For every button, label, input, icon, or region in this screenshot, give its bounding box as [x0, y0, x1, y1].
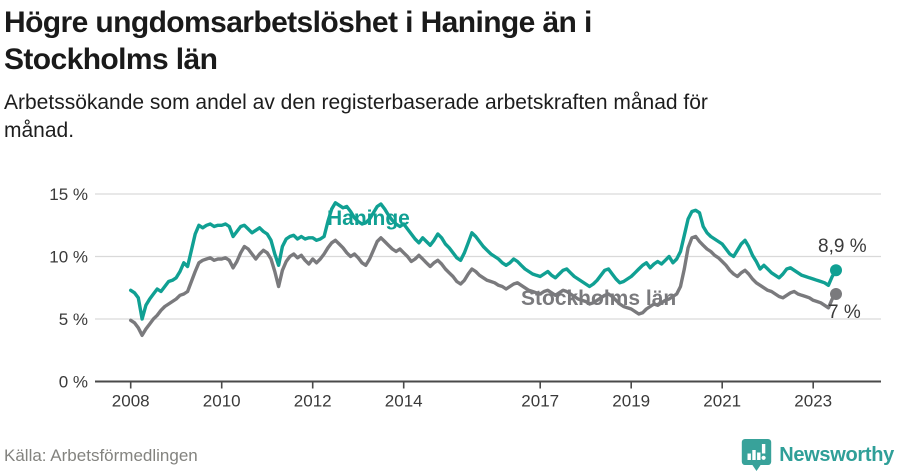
series-label-stockholms-lan: Stockholms län [521, 287, 677, 310]
series-lines [128, 201, 842, 337]
x-tick-label-2014: 2014 [385, 392, 423, 411]
y-tick-label-5: 5 % [59, 310, 88, 329]
title-line-1: Högre ungdomsarbetslöshet i Haninge än i [4, 6, 592, 39]
x-tick-label-2012: 2012 [294, 392, 332, 411]
x-tick-label-2010: 2010 [203, 392, 241, 411]
newsworthy-logo: Newsworthy [741, 438, 894, 473]
series-end-dot-haninge [830, 264, 842, 277]
series-end-dot-stockholms-lan [830, 288, 842, 300]
newsworthy-bubble-chart-icon [741, 439, 772, 471]
gridlines [95, 193, 881, 320]
x-tick-label-2021: 2021 [703, 392, 741, 411]
x-axis: 2008 2010 2012 2014 2017 2019 2021 2023 [95, 380, 881, 411]
y-tick-label-10: 10 % [49, 248, 88, 267]
series-label-haninge: Haninge [327, 207, 410, 230]
subtitle-line-2: månad. [4, 119, 75, 142]
icon-bar-1 [747, 453, 752, 460]
chart-subtitle: Arbetssökande som andel av den registerb… [4, 89, 884, 145]
icon-bubble [741, 439, 772, 471]
x-tick-label-2019: 2019 [612, 392, 650, 411]
series-line-stockholms-lan [128, 234, 838, 337]
end-value-label-stockholms-lan: 7 % [828, 302, 861, 323]
icon-exclamation-bar [762, 444, 766, 454]
series-line-haninge [128, 201, 838, 321]
subtitle-line-1: Arbetssökande som andel av den registerb… [4, 91, 708, 114]
x-tick-label-2008: 2008 [112, 392, 150, 411]
chart-header: Högre ungdomsarbetslöshet i Haninge än i… [4, 4, 884, 145]
icon-bar-3 [757, 452, 761, 460]
y-tick-label-15: 15 % [49, 185, 88, 204]
x-tick-label-2023: 2023 [794, 392, 832, 411]
y-tick-label-0: 0 % [59, 373, 88, 392]
page-title: Högre ungdomsarbetslöshet i Haninge än i… [4, 4, 884, 78]
icon-bar-2 [752, 450, 756, 460]
end-value-label-haninge: 8,9 % [818, 236, 867, 257]
icon-exclamation-dot [761, 455, 766, 460]
title-line-2: Stockholms län [4, 43, 218, 76]
brand-name: Newsworthy [779, 444, 894, 466]
source-note: Källa: Arbetsförmedlingen [4, 446, 198, 465]
y-axis-labels: 0 % 5 % 10 % 15 % [49, 185, 88, 392]
x-tick-label-2017: 2017 [521, 392, 559, 411]
